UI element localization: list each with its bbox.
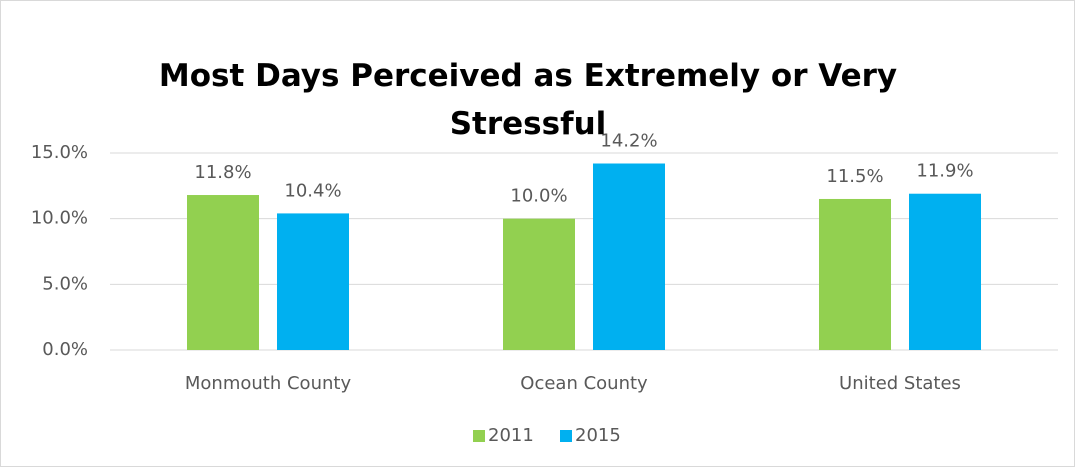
bar xyxy=(503,218,575,350)
y-tick-label: 0.0% xyxy=(42,339,88,360)
legend-swatch xyxy=(473,430,485,442)
value-label: 10.0% xyxy=(510,186,567,207)
value-label: 14.2% xyxy=(600,131,657,152)
y-tick-label: 5.0% xyxy=(42,273,88,294)
y-tick-label: 15.0% xyxy=(31,142,88,163)
bar xyxy=(187,195,259,350)
bar xyxy=(593,163,665,350)
value-label: 11.8% xyxy=(194,162,251,183)
value-label: 10.4% xyxy=(284,180,341,201)
y-tick-label: 10.0% xyxy=(31,208,88,229)
legend-swatch xyxy=(560,430,572,442)
x-tick-label: Monmouth County xyxy=(185,373,352,394)
bar xyxy=(909,193,981,350)
bar xyxy=(277,213,349,350)
value-label: 11.5% xyxy=(826,166,883,187)
x-tick-label: United States xyxy=(839,373,961,394)
legend-label: 2011 xyxy=(488,425,534,446)
x-tick-label: Ocean County xyxy=(520,373,648,394)
chart-title: Most Days Perceived as Extremely or Very… xyxy=(158,58,898,142)
value-label: 11.9% xyxy=(916,161,973,182)
legend-label: 2015 xyxy=(575,425,621,446)
bar xyxy=(819,198,891,350)
